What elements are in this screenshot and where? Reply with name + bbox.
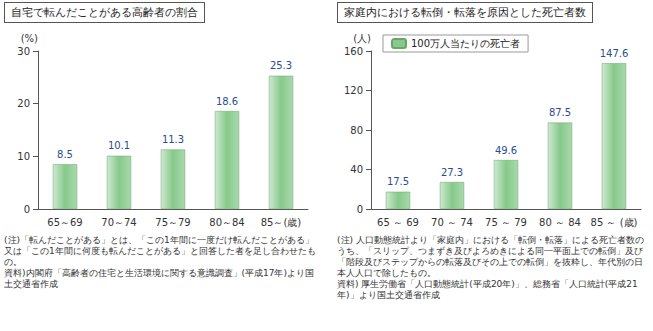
- svg-text:100万人当たりの死亡者: 100万人当たりの死亡者: [411, 38, 520, 49]
- svg-text:40: 40: [350, 164, 363, 175]
- svg-text:65～69: 65～69: [47, 217, 82, 228]
- svg-text:120: 120: [344, 85, 363, 96]
- html-text:(注) 人口動態統計より「家庭内」における「転倒・転落」によ: (注) 人口動態統計より「家庭内」における「転倒・転落」による死亡者数のうち、「…: [337, 235, 644, 278]
- html-text:資料)内閣府「高齢者の住宅と生活環境に関する意識調査」(平成: 資料)内閣府「高齢者の住宅と生活環境に関する意識調査」(平成17年)より国土交通…: [4, 268, 314, 289]
- svg-text:18.6: 18.6: [216, 96, 238, 107]
- svg-text:65 ～ 69: 65 ～ 69: [377, 217, 419, 228]
- svg-text:147.6: 147.6: [600, 48, 629, 59]
- svg-text:80: 80: [350, 125, 363, 136]
- svg-text:75 ～ 79: 75 ～ 79: [485, 217, 527, 228]
- svg-text:17.5: 17.5: [387, 176, 409, 187]
- svg-text:85 ～ (歳): 85 ～ (歳): [591, 217, 638, 228]
- svg-text:20: 20: [17, 98, 30, 109]
- svg-text:75～79: 75～79: [155, 217, 190, 228]
- svg-text:8.5: 8.5: [57, 149, 73, 160]
- svg-text:70～74: 70～74: [101, 217, 136, 228]
- html-text:資料) 厚生労働省「人口動態統計(平成20年)」、総務省「人: 資料) 厚生労働省「人口動態統計(平成20年)」、総務省「人口統計(平成21年)…: [337, 279, 638, 300]
- svg-text:11.3: 11.3: [162, 134, 184, 145]
- svg-text:25.3: 25.3: [270, 60, 292, 71]
- svg-text:0: 0: [24, 204, 30, 215]
- svg-text:(人): (人): [353, 33, 371, 44]
- svg-text:160: 160: [344, 46, 363, 57]
- svg-text:27.3: 27.3: [441, 167, 463, 178]
- svg-text:70 ～ 74: 70 ～ 74: [431, 217, 473, 228]
- svg-text:87.5: 87.5: [549, 107, 571, 118]
- svg-text:49.6: 49.6: [495, 145, 517, 156]
- svg-text:85～(歳): 85～(歳): [261, 217, 302, 228]
- svg-text:80 ～ 84: 80 ～ 84: [539, 217, 581, 228]
- html-text:自宅で転んだことがある高齢者の割合: 自宅で転んだことがある高齢者の割合: [11, 6, 198, 19]
- svg-text:(%): (%): [21, 33, 38, 44]
- svg-text:10.1: 10.1: [108, 140, 130, 151]
- html-text:家庭内における転倒・転落を原因とした死亡者数: 家庭内における転倒・転落を原因とした死亡者数: [344, 6, 586, 19]
- html-text:(注)「転んだことがある」とは、「この1年間に一度だけ転んだ: (注)「転んだことがある」とは、「この1年間に一度だけ転んだことがある」又は「こ…: [4, 235, 316, 267]
- svg-text:30: 30: [17, 46, 30, 57]
- svg-text:80～84: 80～84: [209, 217, 244, 228]
- svg-text:10: 10: [17, 151, 30, 162]
- svg-text:0: 0: [357, 204, 363, 215]
